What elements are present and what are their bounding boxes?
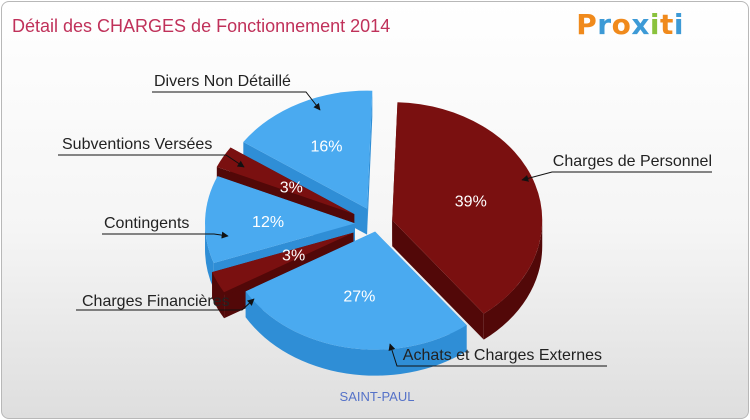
pie-slice xyxy=(245,231,467,350)
pie-slice-edge xyxy=(212,232,354,299)
slice-category-label: Achats et Charges Externes xyxy=(403,347,602,364)
slice-category-label: Contingents xyxy=(104,215,189,232)
slice-category-label: Charges de Personnel xyxy=(553,153,712,170)
logo-letter: i xyxy=(649,8,660,41)
logo-letter: P xyxy=(576,8,598,41)
slice-percent-label: 3% xyxy=(280,180,303,197)
pie-slice-edge xyxy=(392,220,484,340)
slice-percent-label: 3% xyxy=(282,248,305,265)
label-leader-line xyxy=(152,91,321,111)
logo-letter: t xyxy=(660,8,674,41)
slice-percent-label: 16% xyxy=(310,138,342,155)
slice-category-label: Subventions Versées xyxy=(62,136,212,153)
pie-slice-side xyxy=(205,223,214,289)
pie-slice xyxy=(205,176,356,263)
pie-slice xyxy=(392,102,543,314)
chart-title: Détail des CHARGES de Fonctionnement 201… xyxy=(12,16,391,36)
pie-slice xyxy=(243,90,373,209)
label-leader-line xyxy=(102,231,229,239)
label-leader-line xyxy=(388,343,607,367)
pie-tops xyxy=(205,90,543,350)
chart-subtitle: SAINT-PAUL xyxy=(339,389,415,404)
slice-percent-label: 27% xyxy=(343,288,375,305)
pie-slice xyxy=(212,232,354,293)
pie-slice-side xyxy=(483,220,543,340)
pie-slice-side xyxy=(245,291,467,376)
slice-category-label: Divers Non Détaillé xyxy=(154,73,291,90)
logo-letter: o xyxy=(611,8,632,41)
slice-percent-label: 39% xyxy=(455,193,487,210)
label-leader-line xyxy=(76,298,255,311)
slice-percent-label: 12% xyxy=(252,214,284,231)
proxiti-logo: Proxiti xyxy=(576,8,684,41)
logo-letter: r xyxy=(597,8,612,41)
logo-letter: x xyxy=(631,8,650,41)
label-leader-line xyxy=(58,154,245,168)
pie-slice xyxy=(216,147,355,215)
pie-slice-edge xyxy=(367,90,373,235)
logo-letter: i xyxy=(673,8,684,41)
slice-category-label: Charges Financières xyxy=(82,293,230,310)
label-leader-line xyxy=(521,171,712,182)
